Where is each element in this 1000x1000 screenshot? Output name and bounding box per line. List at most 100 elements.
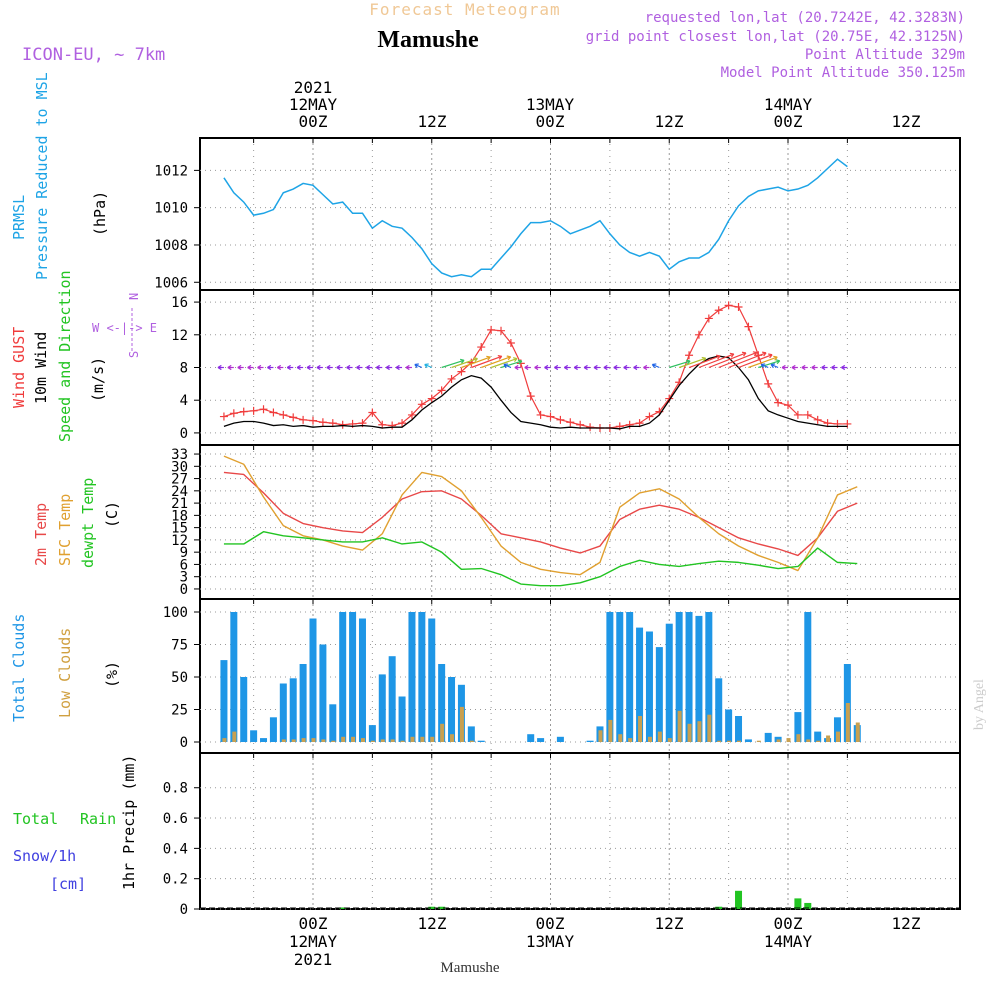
y-tick-label: 30 <box>171 459 188 475</box>
wind-arrow-head <box>583 364 588 371</box>
wind-arrow <box>500 360 522 369</box>
wind-arrow-head <box>296 364 301 371</box>
gust-marker <box>685 351 694 360</box>
pressure-labels: PRMSL Pressure Reduced to MSL (hPa) <box>10 72 109 280</box>
low-cloud-bar <box>816 740 821 742</box>
y-tick-label: 16 <box>171 295 188 311</box>
tick-label-bottom-3: 00Z <box>536 914 565 933</box>
y-tick-label: 0.4 <box>163 841 188 857</box>
clouds-unit: (%) <box>103 661 121 688</box>
date-label-bottom-2: 13MAY <box>526 932 575 951</box>
y-tick-label: 24 <box>171 484 188 500</box>
gust-marker <box>338 420 347 429</box>
model-altitude: Model Point Altitude 350.125m <box>721 65 965 81</box>
total-cloud-bar <box>636 627 644 742</box>
wind-arrow-head <box>513 357 518 362</box>
y-tick-label: 27 <box>171 472 188 488</box>
date-label-top-1: 12MAY <box>289 95 338 114</box>
wind-arrow <box>760 363 769 369</box>
low-cloud-bar <box>281 739 286 742</box>
gust-marker <box>586 423 595 432</box>
low-cloud-bar <box>390 739 395 742</box>
total-cloud-bar <box>240 677 248 742</box>
location-title: Mamushe <box>377 27 479 53</box>
wind-arrow-head <box>385 364 390 371</box>
low-cloud-bar <box>727 740 732 742</box>
total-cloud-bar <box>527 734 535 742</box>
bottom-time-axis: 00Z 12Z 00Z 12Z 00Z 12Z 12MAY 13MAY 14MA… <box>289 914 921 969</box>
total-cloud-bar <box>279 683 287 742</box>
low-cloud-bar <box>311 738 316 742</box>
low-cloud-bar <box>469 740 474 742</box>
y-tick-label: 0 <box>180 582 188 598</box>
wind-arrow-head <box>773 355 778 361</box>
wind-arrow-head <box>554 364 559 371</box>
low-cloud-bar <box>608 719 613 742</box>
y-tick-label: 1010 <box>154 201 188 217</box>
temp2m-line <box>223 471 858 557</box>
low-cloud-bar <box>855 722 860 742</box>
low-cloud-bar <box>420 736 425 742</box>
total-cloud-bar <box>349 612 357 742</box>
y-tick-label: 100 <box>163 605 188 621</box>
wind-arrow-head <box>375 364 381 371</box>
low-cloud-bar <box>331 740 336 742</box>
wind-arrow <box>414 363 423 369</box>
wind-arrow-head <box>651 363 657 369</box>
total-cloud-bar <box>645 631 653 742</box>
gust-line <box>223 304 848 429</box>
total-cloud-bar <box>467 726 475 742</box>
wind-arrow-head <box>237 364 242 371</box>
prmsl-unit: (hPa) <box>91 191 109 236</box>
compass-south: S <box>127 351 141 358</box>
gust-marker <box>219 412 228 421</box>
low-cloud-bar <box>370 740 375 742</box>
low-cloud-bar <box>697 721 702 742</box>
gust-marker <box>774 398 783 407</box>
y-tick-label: 9 <box>180 545 188 561</box>
y-tick-label: 18 <box>171 508 188 524</box>
compass-icon: N W <-|-> E S <box>92 293 157 358</box>
gust-marker <box>427 394 436 403</box>
sfc-temp-line <box>223 455 858 576</box>
low-cloud-bar <box>657 731 662 742</box>
total-cloud-bar <box>448 677 456 742</box>
y-tick-label: 1006 <box>154 275 188 291</box>
total-cloud-bar <box>398 696 406 742</box>
wind-arrow-head <box>506 355 512 361</box>
total-cloud-bar <box>705 612 713 742</box>
tick-label-top-6: 12Z <box>892 112 921 131</box>
wind-arrow-head <box>257 364 262 371</box>
wind-arrow-head <box>424 363 429 369</box>
wind-arrow-head <box>593 364 598 371</box>
gust-marker <box>556 415 565 424</box>
gust-marker <box>229 409 238 418</box>
panel-4: 0 25 50 75 100 <box>163 598 961 754</box>
total-cloud-bar <box>695 615 703 742</box>
total-cloud-bar <box>586 740 594 742</box>
low-cloud-bar <box>796 734 801 742</box>
total-cloud-bar <box>230 612 238 742</box>
tick-label-bottom-6: 12Z <box>892 914 921 933</box>
y-tick-label: 12 <box>171 328 188 344</box>
y-tick-label: 8 <box>180 361 188 377</box>
tick-label-top-5: 00Z <box>774 112 803 131</box>
gust-marker <box>398 419 407 428</box>
total-cloud-bar <box>616 612 624 742</box>
wind-arrow <box>471 355 502 369</box>
wind-arrow-head <box>762 351 767 357</box>
wind-arrow <box>748 356 778 369</box>
total-cloud-bar <box>299 664 307 742</box>
point-altitude: Point Altitude 329m <box>805 47 965 63</box>
gust-marker <box>724 301 733 310</box>
y-tick-label: 0.8 <box>163 781 188 797</box>
total-cloud-bar <box>220 660 228 742</box>
precip-labels: Total Rain Snow/1h [cm] 1hr Precip (mm) <box>13 755 138 893</box>
low-cloud-bar <box>647 736 652 742</box>
low-cloud-bar <box>806 739 811 742</box>
wind-arrow <box>669 360 691 369</box>
gust-marker <box>239 407 248 416</box>
total-cloud-bar <box>725 709 733 742</box>
date-label-bottom-1: 12MAY <box>289 932 338 951</box>
rain-bar <box>339 907 347 909</box>
